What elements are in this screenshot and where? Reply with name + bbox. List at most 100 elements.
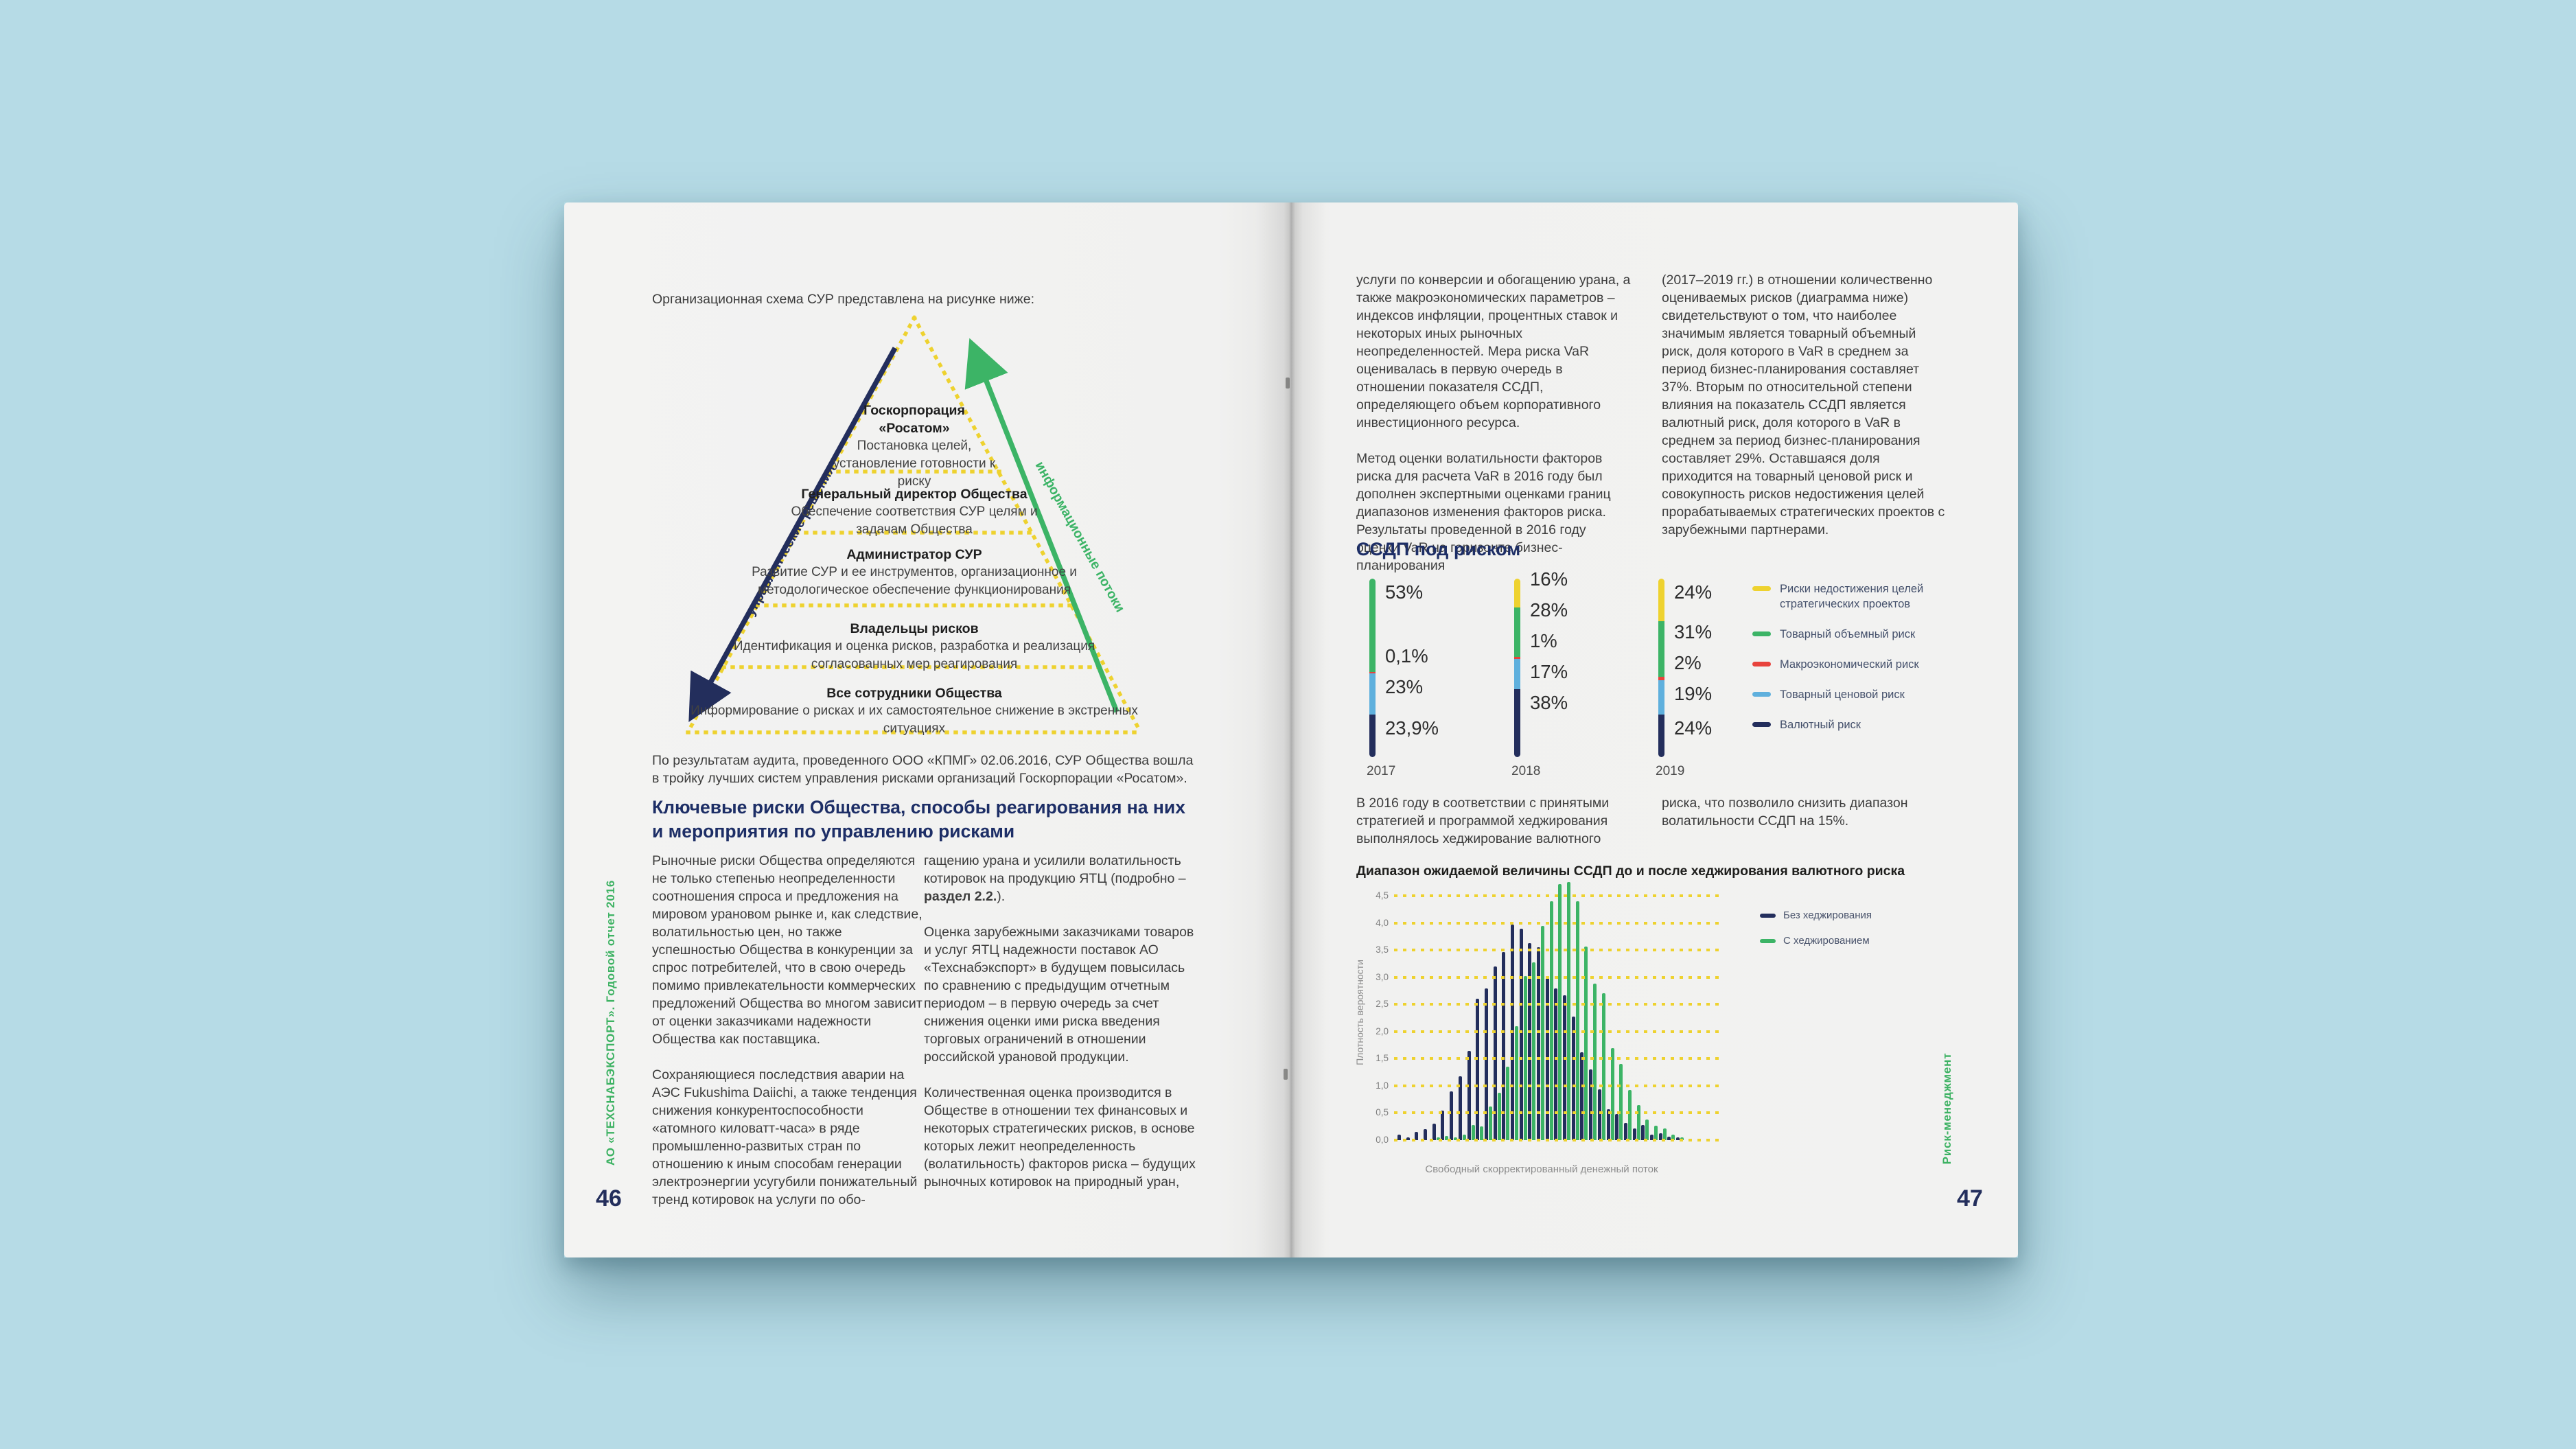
paragraph: Количественная оценка производится в Общ… <box>924 1085 1196 1190</box>
histogram-bar <box>1619 1064 1623 1140</box>
histogram-bar <box>1632 1128 1636 1140</box>
histogram-slot <box>1424 1129 1432 1140</box>
histogram-bar <box>1514 1025 1518 1140</box>
pyramid-level-3: Администратор СУР Развитие СУР и ее инст… <box>743 546 1086 599</box>
gridline <box>1394 1084 1722 1087</box>
org-chart-intro-text: Организационная схема СУР представлена н… <box>652 292 1034 307</box>
histogram-bar <box>1432 1124 1436 1140</box>
pyramid-level-desc: Постановка целей, установление готовност… <box>833 439 996 489</box>
legend-item: Товарный объемный риск <box>1752 627 1931 642</box>
histogram-bar <box>1571 1016 1575 1140</box>
histogram-bar <box>1623 1122 1627 1140</box>
gridline <box>1394 1111 1722 1115</box>
year-label: 2019 <box>1656 764 1685 778</box>
paragraph-text: гащению урана и усилили волатильность ко… <box>924 853 1186 886</box>
histogram-bar <box>1502 951 1506 1140</box>
histogram-title: Диапазон ожидаемой величины ССДП до и по… <box>1356 863 1905 879</box>
histogram-slot <box>1667 1135 1676 1140</box>
histogram-bar <box>1667 1137 1671 1140</box>
page-number-47: 47 <box>1957 1185 1983 1212</box>
year-label: 2017 <box>1367 764 1396 778</box>
legend-label: Макроэкономический риск <box>1780 658 1919 671</box>
legend-item: Риски недостижения целей стратегических … <box>1752 581 1931 612</box>
bar-segment <box>1658 676 1664 681</box>
legend-item: Товарный ценовой риск <box>1752 687 1931 702</box>
histogram-slot <box>1615 1064 1624 1140</box>
histogram-bar <box>1554 988 1558 1140</box>
pyramid-level-title: Госкорпорация «Росатом» <box>863 403 965 436</box>
hedging-note-col1: В 2016 году в соответствии с принятыми с… <box>1356 796 1610 846</box>
pyramid-level-desc: Идентификация и оценка рисков, разработк… <box>733 639 1095 671</box>
histogram-bar <box>1563 995 1567 1140</box>
pyramid-level-title: Генеральный директор Общества <box>801 487 1028 502</box>
legend-label: С хеджированием <box>1783 935 1870 947</box>
information-flows-arrow <box>964 338 1119 713</box>
ssdp-distribution-histogram: 0,0 0,5 1,0 1,5 2,0 2,5 3,0 3,5 4,0 4,5 <box>1376 882 1724 1145</box>
gridline <box>1394 894 1722 898</box>
histogram-bar <box>1476 999 1480 1140</box>
right-margin-section-title: Риск-менеджмент <box>1940 1052 1953 1165</box>
gridline <box>1394 1030 1722 1033</box>
risk-structure-legend: Риски недостижения целей стратегических … <box>1752 581 1931 747</box>
paragraph: Оценка зарубежными заказчиками товаров и… <box>924 925 1194 1065</box>
histogram-bar <box>1424 1129 1428 1140</box>
histogram-slot <box>1493 966 1502 1140</box>
bar-segment <box>1369 671 1376 674</box>
page-curl-mark <box>1286 378 1290 389</box>
legend-label: Без хеджирования <box>1783 909 1872 921</box>
pyramid-level-title: Администратор СУР <box>846 547 982 562</box>
histogram-bar <box>1537 947 1540 1140</box>
segment-percent-label: 24% <box>1674 717 1713 739</box>
histogram-x-axis-label: Свободный скорректированный денежный пот… <box>1425 1163 1658 1175</box>
histogram-bar <box>1480 1126 1484 1140</box>
gridline <box>1394 1139 1722 1141</box>
histogram-slot <box>1649 1125 1659 1140</box>
paragraph: Рыночные риски Общества определяются не … <box>652 853 923 1047</box>
y-tick-label: 4,5 <box>1376 890 1389 901</box>
legend-item: С хеджированием <box>1760 935 1872 947</box>
y-tick-label: 2,5 <box>1376 999 1389 1010</box>
histogram-slot <box>1458 1076 1467 1140</box>
hedging-note-col2: риска, что позволило снизить диапазон во… <box>1662 796 1908 828</box>
var-structure-year-1: 2018 16% 28% 1% 17% 38% <box>1511 568 1672 785</box>
histogram-bar <box>1445 1135 1449 1140</box>
histogram-bar <box>1671 1135 1675 1140</box>
histogram-slot <box>1571 901 1581 1140</box>
histogram-slot <box>1519 928 1529 1140</box>
bar-segment <box>1514 658 1520 690</box>
histogram-bar <box>1575 901 1579 1140</box>
legend-item: Макроэкономический риск <box>1752 657 1931 672</box>
pyramid-level-5: Все сотрудники Общества Информирование о… <box>688 684 1141 738</box>
paragraph: Сохраняющиеся последствия аварии на АЭС … <box>652 1067 918 1207</box>
segment-percent-label: 0,1% <box>1385 645 1428 667</box>
histogram-bar <box>1450 1091 1454 1140</box>
segment-percent-label: 2% <box>1674 652 1702 674</box>
histogram-bar <box>1397 1135 1401 1140</box>
page46-column-2: гащению урана и усилили волатильность ко… <box>924 852 1197 1209</box>
histogram-slot <box>1450 1091 1459 1140</box>
histogram-bar <box>1653 1125 1658 1140</box>
crossref-section-2-2: раздел 2.2. <box>924 889 997 904</box>
histogram-bar <box>1597 1089 1601 1140</box>
y-tick-label: 0,0 <box>1376 1135 1389 1145</box>
segment-percent-label: 31% <box>1674 621 1713 643</box>
paragraph: услуги по конверсии и обогащению урана, … <box>1356 273 1631 430</box>
histogram-slot <box>1502 951 1511 1140</box>
segment-percent-label: 19% <box>1674 683 1713 705</box>
histogram-bar <box>1488 1106 1492 1140</box>
sur-pyramid-diagram: управленческие решения информационные по… <box>685 315 1144 735</box>
audit-note: По результатам аудита, проведенного ООО … <box>652 753 1194 786</box>
histogram-slot <box>1554 883 1563 1140</box>
left-margin-running-title: АО «ТЕХСНАБЭКСПОРТ». Годовой отчет 2016 <box>604 879 617 1166</box>
histogram-bar <box>1649 1135 1653 1140</box>
histogram-bar <box>1610 1047 1614 1140</box>
y-tick-label: 1,5 <box>1376 1053 1389 1064</box>
histogram-slot <box>1632 1104 1642 1140</box>
page-47: услуги по конверсии и обогащению урана, … <box>1291 202 2018 1257</box>
histogram-bar <box>1506 1067 1510 1140</box>
histogram-legend: Без хеджирования С хеджированием <box>1760 909 1872 960</box>
bar-segment <box>1658 714 1664 757</box>
histogram-slot <box>1563 882 1572 1140</box>
histogram-slot <box>1658 1128 1668 1140</box>
histogram-bar <box>1593 984 1597 1140</box>
